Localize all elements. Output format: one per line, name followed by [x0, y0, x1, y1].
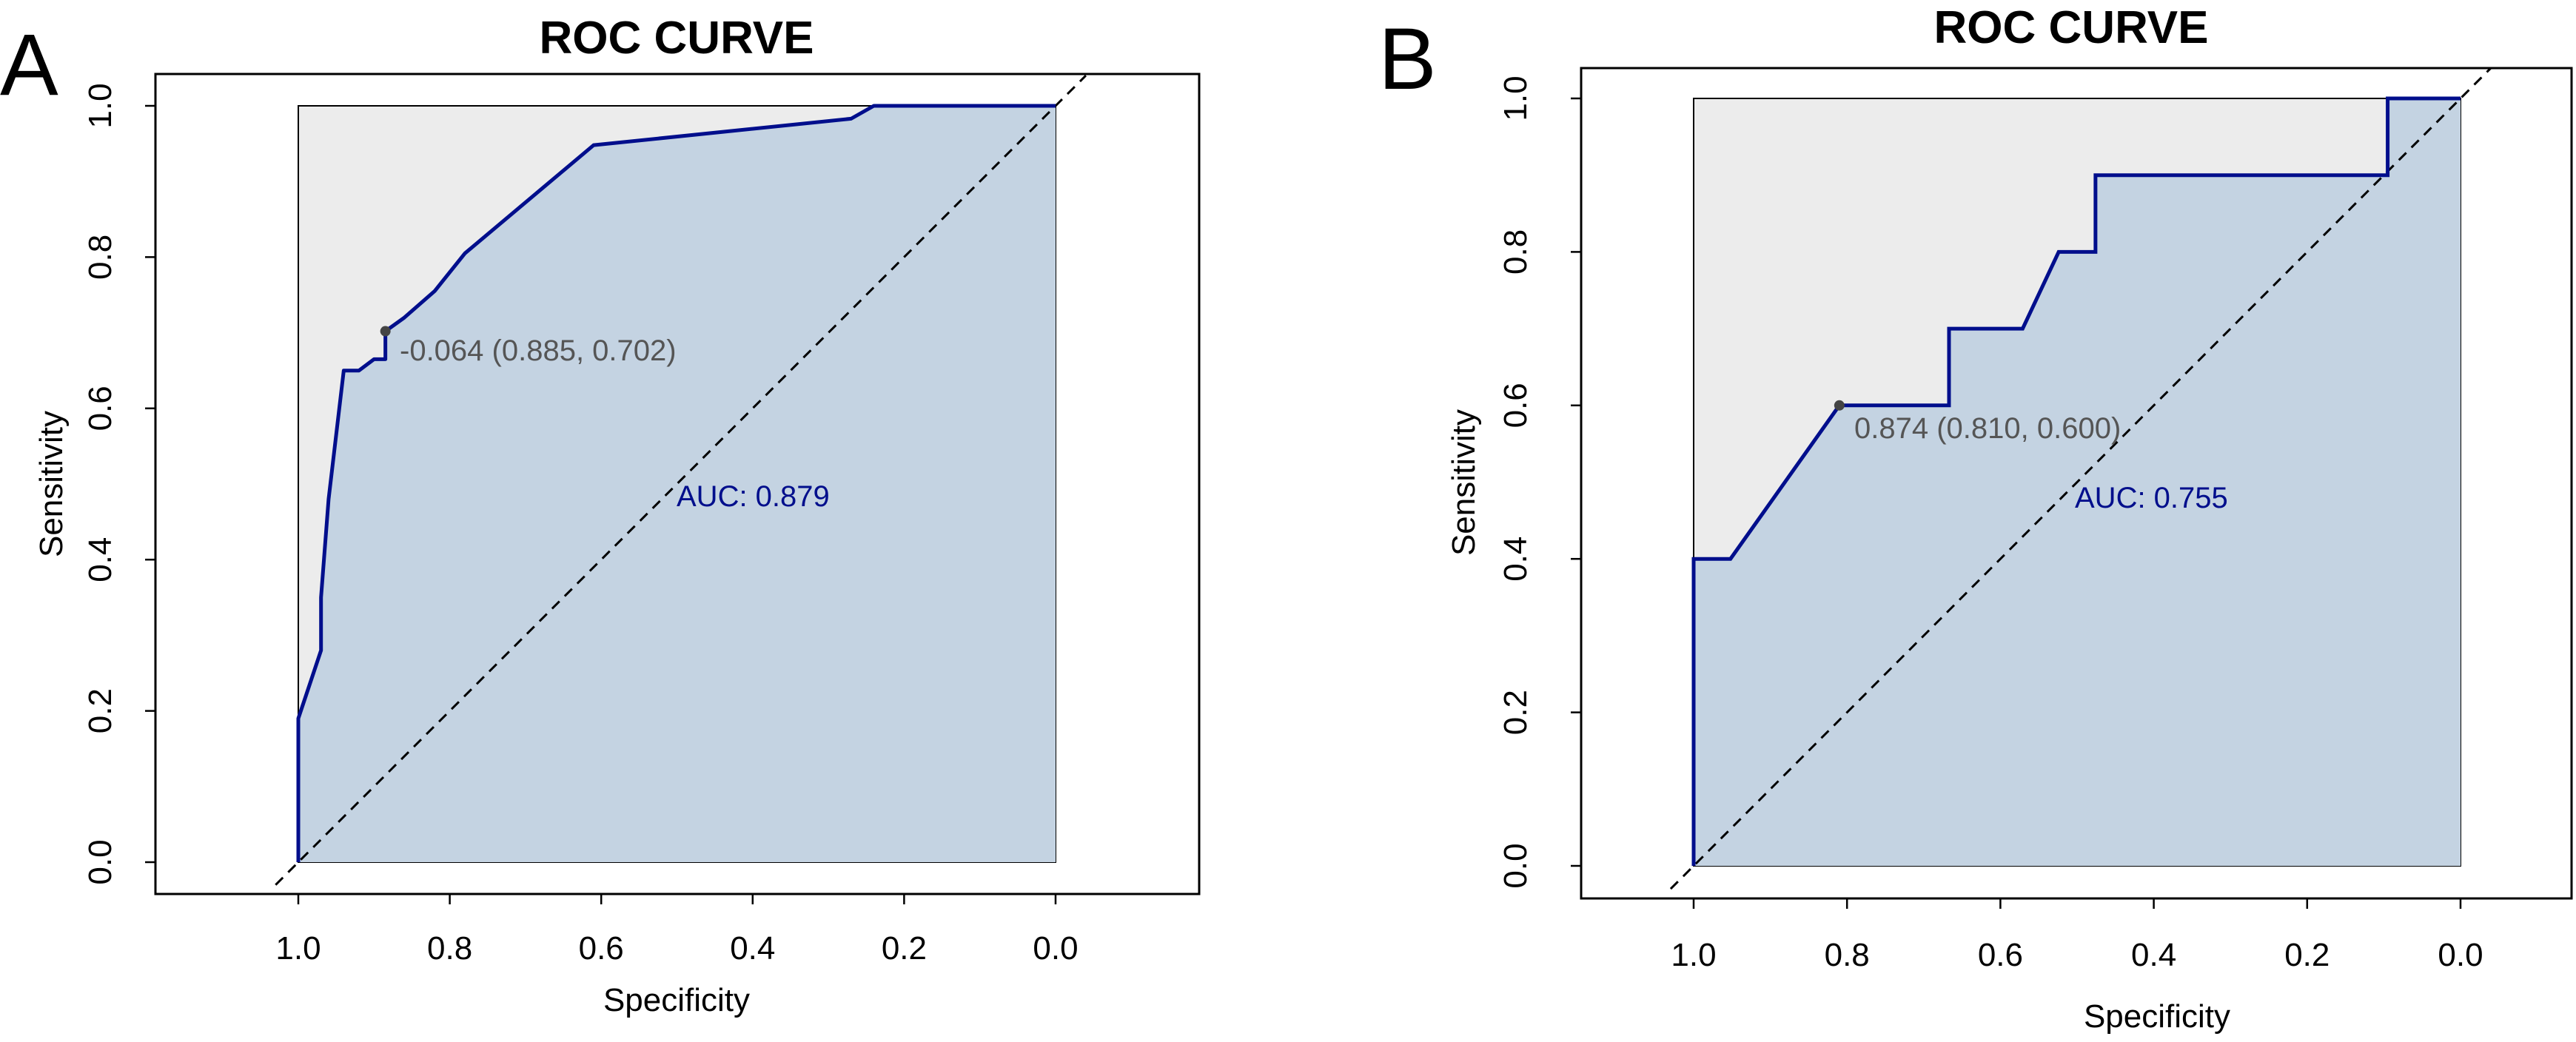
panel-a: A ROC CURVE -0.064 (0.885, 0.702) AUC: 0…	[0, 13, 1201, 1018]
y-tick-label-a: 0.6	[82, 386, 118, 431]
y-tick-label-b: 0.0	[1497, 843, 1534, 888]
x-tick-label-a: 0.2	[882, 930, 927, 967]
y-axis-a: 0.0 0.2 0.4 0.6 0.8 1.0 Sensitivity	[33, 83, 157, 885]
y-axis-label-a: Sensitivity	[33, 411, 70, 557]
x-tick-label-b: 1.0	[1671, 937, 1716, 973]
auc-label-b: AUC: 0.755	[2075, 482, 2228, 514]
roc-curve-a	[296, 104, 1056, 862]
x-tick-label-b: 0.8	[1825, 937, 1870, 973]
y-tick-label-b: 0.8	[1497, 229, 1534, 275]
chart-title-a: ROC CURVE	[540, 13, 814, 64]
y-tick-label-b: 0.2	[1497, 690, 1534, 735]
x-tick-label-a: 0.8	[427, 930, 472, 967]
panel-letter-b: B	[1378, 10, 1437, 108]
x-tick-label-a: 0.0	[1033, 930, 1078, 967]
x-tick-label-b: 0.0	[2438, 937, 2483, 973]
reference-diagonal-a	[275, 75, 1087, 886]
threshold-label-b: 0.874 (0.810, 0.600)	[1854, 412, 2121, 445]
y-axis-label-b: Sensitivity	[1446, 409, 1482, 556]
chart-title-b: ROC CURVE	[1934, 2, 2209, 53]
threshold-point-b	[1834, 400, 1845, 411]
x-tick-label-b: 0.4	[2131, 937, 2176, 973]
roc-curve-b	[1691, 96, 2461, 866]
x-tick-label-b: 0.6	[1978, 937, 2023, 973]
y-tick-label-a: 0.8	[82, 235, 118, 280]
x-axis-a: 1.0 0.8 0.6 0.4 0.2 0.0 Specificity	[275, 893, 1079, 1018]
y-tick-label-b: 1.0	[1497, 75, 1534, 121]
auc-area-a	[298, 106, 1056, 862]
auc-label-a: AUC: 0.879	[677, 480, 830, 513]
x-tick-label-b: 0.2	[2284, 937, 2330, 973]
x-axis-b: 1.0 0.8 0.6 0.4 0.2 0.0 Specificity	[1671, 897, 2483, 1035]
panel-b: B ROC CURVE 0.874 (0.810, 0.600) AUC: 0.…	[1378, 2, 2573, 1035]
x-tick-label-a: 1.0	[275, 930, 321, 967]
panel-letter-a: A	[0, 16, 58, 114]
threshold-label-a: -0.064 (0.885, 0.702)	[400, 335, 677, 367]
x-tick-label-a: 0.4	[730, 930, 775, 967]
y-tick-label-b: 0.6	[1497, 383, 1534, 428]
y-tick-label-a: 1.0	[82, 83, 118, 128]
threshold-point-a	[380, 326, 391, 337]
y-axis-b: 0.0 0.2 0.4 0.6 0.8 1.0 Sensitivity	[1446, 75, 1583, 889]
y-tick-label-a: 0.4	[82, 537, 118, 582]
y-tick-label-b: 0.4	[1497, 537, 1534, 582]
x-tick-label-a: 0.6	[579, 930, 624, 967]
reference-diagonal-b	[1669, 67, 2492, 890]
x-axis-label-a: Specificity	[603, 982, 750, 1018]
x-axis-label-b: Specificity	[2084, 998, 2230, 1035]
y-tick-label-a: 0.2	[82, 688, 118, 733]
y-tick-label-a: 0.0	[82, 839, 118, 884]
